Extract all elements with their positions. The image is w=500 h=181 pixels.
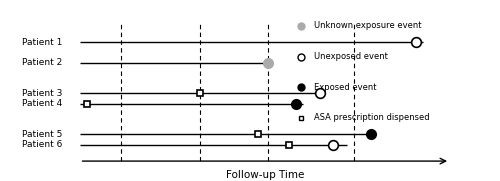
Text: Patient 4: Patient 4 <box>22 99 62 108</box>
Text: ASA prescription dispensed: ASA prescription dispensed <box>314 113 430 122</box>
Text: Patient 1: Patient 1 <box>22 38 62 47</box>
Text: Follow-up Time: Follow-up Time <box>226 170 304 180</box>
Text: Unknown exposure event: Unknown exposure event <box>314 21 422 30</box>
Text: Patient 3: Patient 3 <box>22 89 62 98</box>
Text: Patient 6: Patient 6 <box>22 140 62 149</box>
Text: Patient 5: Patient 5 <box>22 130 62 139</box>
Text: Exposed event: Exposed event <box>314 83 377 92</box>
Text: Patient 2: Patient 2 <box>22 58 62 67</box>
Text: Unexposed event: Unexposed event <box>314 52 388 61</box>
